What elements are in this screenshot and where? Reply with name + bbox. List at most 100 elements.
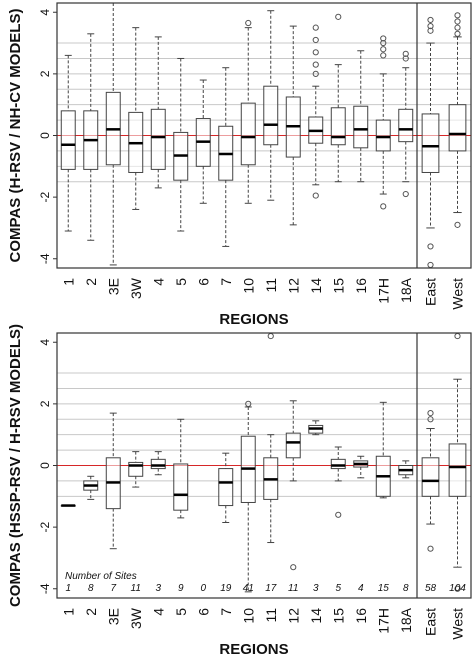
box-iqr: [448, 443, 467, 497]
sites-count: 3: [155, 583, 161, 594]
box-17H: [375, 401, 391, 499]
category-label: 7: [218, 278, 234, 286]
category-label: 7: [218, 608, 234, 616]
box-iqr: [240, 102, 256, 166]
category-label: 4: [150, 278, 166, 286]
y-axis-label: COMPAS (H-RSV / NH-CV MODELS): [7, 9, 24, 263]
box-iqr: [218, 468, 234, 507]
box-West: [448, 12, 467, 228]
category-label: 18A: [398, 607, 414, 633]
box-10: [240, 400, 256, 593]
box-14: [308, 420, 324, 436]
box-18A: [398, 460, 414, 479]
box-7: [218, 67, 234, 247]
category-label: 12: [285, 278, 301, 294]
category-label: 14: [308, 278, 324, 294]
category-label: 11: [263, 608, 279, 623]
outlier-point: [380, 203, 387, 210]
outlier-point: [427, 27, 434, 34]
outlier-point: [335, 511, 342, 518]
sites-count: 7: [110, 583, 116, 594]
category-label: 15: [330, 608, 346, 624]
box-1: [60, 54, 76, 232]
category-label: 10: [240, 278, 256, 294]
box-East: [421, 16, 440, 269]
outlier-point: [454, 221, 461, 228]
category-label: 6: [195, 608, 211, 616]
category-label: 1: [60, 608, 76, 616]
category-label: 15: [330, 278, 346, 294]
box-5: [173, 57, 189, 232]
box-iqr: [448, 104, 467, 152]
x-axis-label: REGIONS: [219, 641, 288, 658]
sites-count: 11: [131, 583, 141, 594]
sites-count: 19: [220, 583, 232, 594]
outlier-point: [290, 564, 297, 571]
sites-count: 17: [265, 583, 277, 594]
outlier-point: [454, 24, 461, 31]
category-label: East: [423, 608, 439, 636]
y-tick-label: 0: [38, 132, 52, 139]
outlier-point: [312, 70, 319, 77]
outlier-point: [312, 36, 319, 44]
category-label: 17H: [375, 608, 391, 634]
outlier-point: [312, 61, 319, 68]
box-14: [308, 24, 324, 199]
y-tick-label: 2: [38, 400, 52, 407]
outlier-point: [312, 24, 319, 31]
box-3E: [105, 2, 121, 266]
sites-caption: Number of Sites: [65, 571, 137, 582]
category-label: 12: [285, 608, 301, 624]
plot-frame: [56, 332, 472, 599]
y-tick-label: -4: [38, 583, 52, 594]
box-iqr: [263, 85, 279, 146]
sites-count: 8: [88, 583, 94, 594]
y-tick-label: 2: [38, 70, 52, 77]
box-3W: [128, 27, 144, 210]
box-11: [263, 332, 279, 544]
box-17H: [375, 35, 391, 210]
category-label: 18A: [398, 277, 414, 303]
category-label: 3W: [128, 607, 144, 629]
category-label: 4: [150, 608, 166, 616]
box-2: [83, 33, 99, 241]
outlier-point: [267, 332, 274, 340]
box-iqr: [173, 463, 189, 511]
category-label: 3E: [105, 278, 121, 295]
box-3E: [105, 412, 121, 550]
category-label: 11: [263, 278, 279, 293]
y-tick-label: 0: [38, 462, 52, 469]
y-tick-label: -2: [38, 521, 52, 532]
outlier-point: [380, 39, 387, 47]
outlier-point: [427, 410, 434, 417]
box-15: [330, 13, 346, 183]
box-15: [330, 446, 346, 518]
outlier-point: [427, 261, 434, 269]
box-iqr: [421, 457, 440, 497]
outlier-point: [380, 35, 387, 42]
sites-count: 11: [288, 583, 298, 594]
outlier-point: [454, 12, 461, 19]
sites-count: 41: [243, 583, 254, 594]
outlier-point: [454, 18, 461, 25]
box-6: [195, 79, 211, 204]
outlier-point: [245, 19, 252, 27]
category-label: 5: [173, 608, 189, 616]
box-iqr: [353, 105, 369, 149]
category-label: 5: [173, 278, 189, 286]
outlier-point: [427, 23, 434, 30]
category-label: 2: [83, 608, 99, 616]
sites-count: 9: [178, 583, 184, 594]
box-iqr: [150, 458, 166, 470]
y-tick-label: -2: [38, 191, 52, 202]
sites-count: 0: [200, 583, 206, 594]
box-1: [60, 504, 76, 507]
box-iqr: [285, 432, 301, 459]
category-label: 16: [353, 608, 369, 624]
sites-count: 4: [358, 583, 364, 594]
outlier-point: [402, 50, 409, 57]
category-label: 2: [83, 278, 99, 286]
